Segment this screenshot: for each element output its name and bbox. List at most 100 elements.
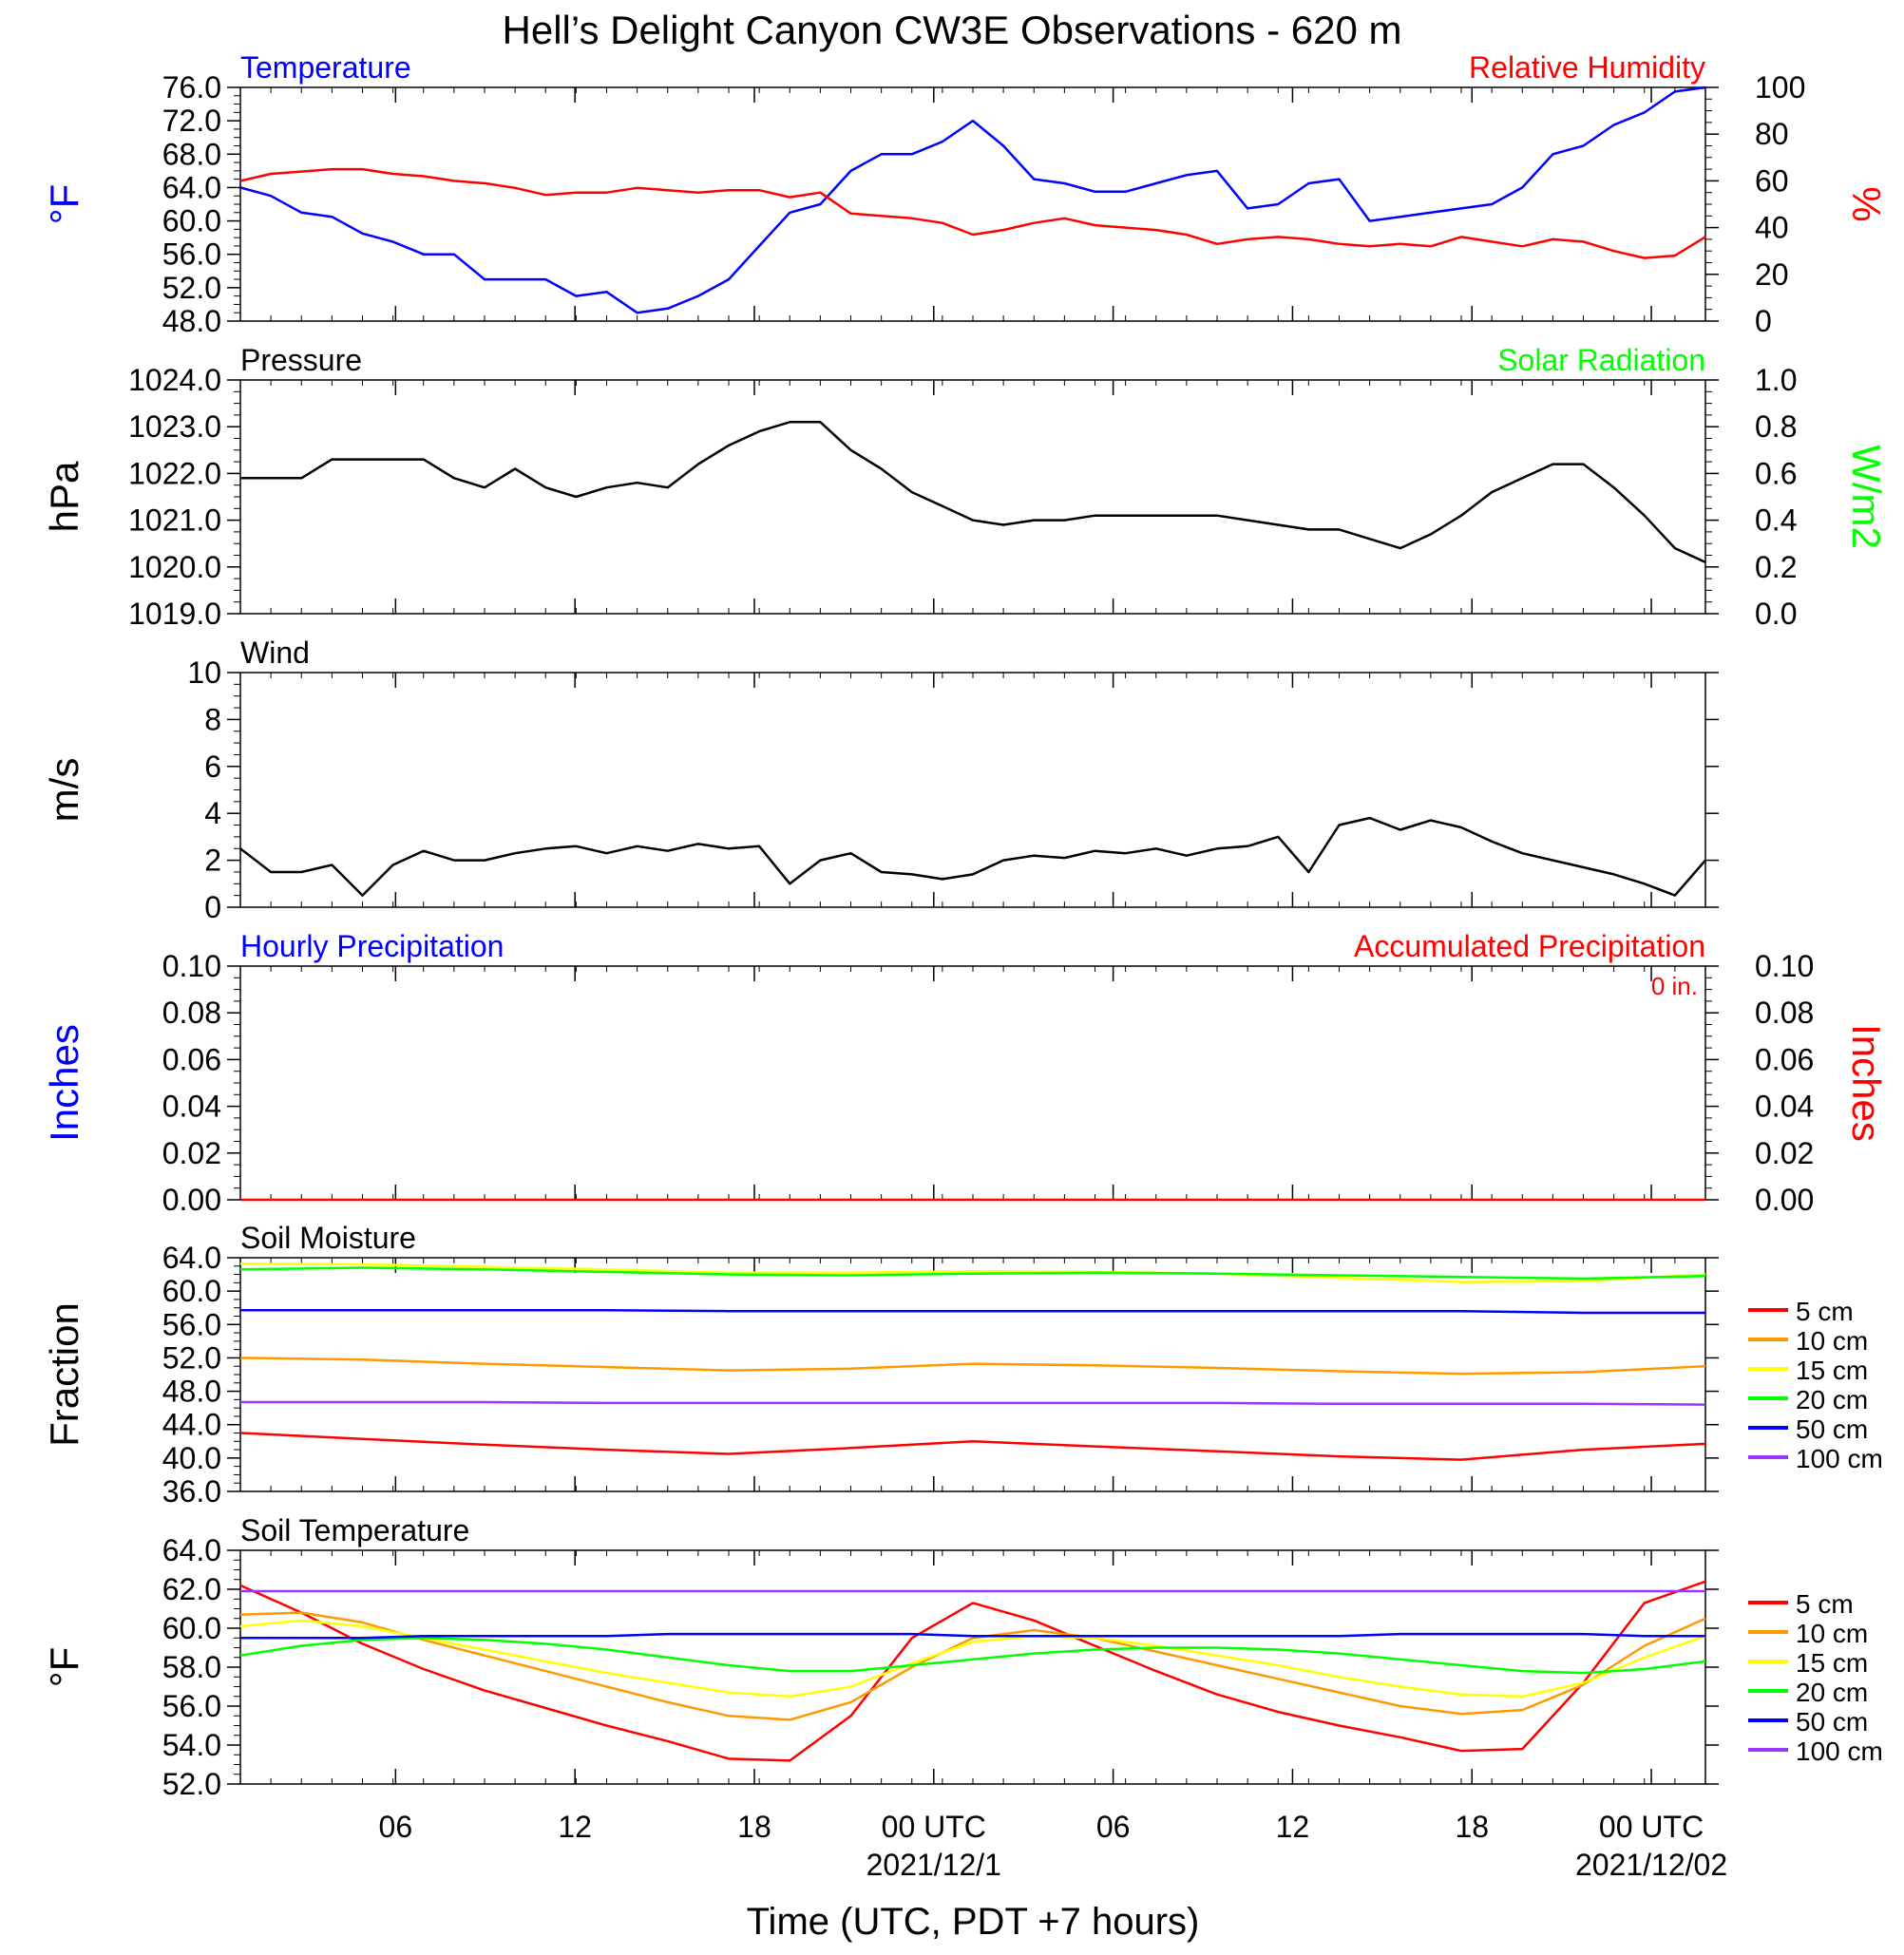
- y-tick-label: 64.0: [162, 1533, 221, 1567]
- y-tick-label: 64.0: [162, 1241, 221, 1275]
- panel-soil-moisture: 64.060.056.052.048.044.040.036.0 Soil Moi…: [42, 1221, 1883, 1509]
- x-date-label: 2021/12/1: [866, 1848, 1001, 1882]
- y-right-tick-label: 0.06: [1755, 1042, 1814, 1076]
- legend-label: 15 cm: [1796, 1356, 1868, 1385]
- y-axis-label-left: hPa: [42, 461, 86, 532]
- y-tick-label: 56.0: [162, 237, 221, 272]
- panel-title-right: Solar Radiation: [1497, 343, 1705, 377]
- panel-title-left: Hourly Precipitation: [240, 929, 504, 963]
- y-tick-label: 2: [204, 844, 221, 878]
- panel-title-left: Soil Moisture: [240, 1221, 416, 1255]
- series-line-5cm: [239, 1432, 1706, 1461]
- y-tick-label: 52.0: [162, 271, 221, 305]
- x-tick-label: 12: [558, 1810, 592, 1844]
- y-tick-label: 6: [204, 750, 221, 784]
- series-line-20cm: [239, 1266, 1706, 1281]
- y-tick-label: 62.0: [162, 1572, 221, 1606]
- x-tick-label: 06: [379, 1810, 413, 1844]
- panel-pressure: 1024.0 1023.0 1022.0 1021.0 1020.0 1019.0 1.0 0…: [42, 343, 1889, 631]
- y-right-tick-label: 0.04: [1755, 1090, 1814, 1124]
- y-right-tick-label: 0.2: [1755, 550, 1797, 584]
- x-tick-label: 18: [737, 1810, 771, 1844]
- y-axis-label-right: %: [1844, 186, 1889, 221]
- series-line-black: [240, 421, 1706, 564]
- figure-title: Hell’s Delight Canyon CW3E Observations …: [503, 8, 1402, 52]
- y-axis-label-left: °F: [42, 1647, 86, 1687]
- panel-title-left: Wind: [240, 636, 310, 670]
- series-line-15cm: [239, 1619, 1706, 1699]
- x-tick-label: 06: [1096, 1810, 1131, 1844]
- panel-hourly-precipitation: 0.10 0.08 0.06 0.04 0.02 0.00 0.10 0.08 0.06 0.04…: [42, 929, 1889, 1217]
- plot-frame: [239, 672, 1706, 908]
- series-line-10cm: [239, 1357, 1706, 1376]
- x-tick-label: 00 UTC: [882, 1810, 986, 1844]
- y-right-tick-label: 0.10: [1755, 949, 1814, 983]
- y-tick-label: 1023.0: [128, 409, 221, 444]
- y-tick-label: 58.0: [162, 1650, 221, 1684]
- y-right-tick-label: 0: [1755, 304, 1772, 338]
- legend-label: 100 cm: [1796, 1444, 1883, 1473]
- legend-label: 10 cm: [1796, 1326, 1868, 1356]
- panel-temperature: 76.072.068.064.060.056.052.048.0 100 80 60 4…: [42, 50, 1889, 338]
- y-tick-label: 0.10: [162, 949, 221, 983]
- y-tick-label: 54.0: [162, 1728, 221, 1762]
- y-right-tick-label: 0.02: [1755, 1136, 1814, 1170]
- y-axis-label-left: Inches: [42, 1024, 86, 1142]
- y-tick-label: 0.00: [162, 1183, 221, 1217]
- y-axis-label-right: W/m2: [1844, 445, 1889, 549]
- y-tick-label: 56.0: [162, 1689, 221, 1723]
- series-line-red: [239, 167, 1706, 259]
- legend-label: 100 cm: [1796, 1737, 1883, 1766]
- series-line-15cm: [239, 1262, 1706, 1283]
- legend-label: 20 cm: [1796, 1678, 1868, 1707]
- accumulated-annotation: 0 in.: [1651, 972, 1698, 1000]
- y-tick-label: 0.08: [162, 996, 221, 1030]
- y-tick-label: 1022.0: [128, 456, 221, 490]
- panel-wind: 10 8 6 4 2 0 Wind m/s: [42, 636, 1719, 924]
- y-right-tick-label: 100: [1755, 70, 1805, 104]
- y-tick-label: 0.04: [162, 1090, 221, 1124]
- y-tick-label: 4: [204, 796, 221, 830]
- series-line-20cm: [239, 1637, 1706, 1675]
- y-axis-label-left: Fraction: [42, 1302, 86, 1447]
- y-right-tick-label: 0.0: [1755, 597, 1797, 631]
- series-line-100cm: [240, 1400, 1706, 1406]
- y-axis-label-left: m/s: [42, 758, 86, 823]
- series-line-10cm: [239, 1611, 1706, 1721]
- y-tick-label: 68.0: [162, 137, 221, 171]
- y-tick-label: 44.0: [162, 1408, 221, 1442]
- plot-frame: [239, 965, 1706, 1201]
- y-right-tick-label: 0.00: [1755, 1183, 1814, 1217]
- y-tick-label: 0: [204, 890, 221, 924]
- panel-title-left: Temperature: [240, 50, 411, 85]
- legend-label: 50 cm: [1796, 1414, 1868, 1444]
- y-right-tick-label: 0.4: [1755, 503, 1797, 538]
- y-tick-label: 48.0: [162, 304, 221, 338]
- series-line-black: [239, 816, 1706, 897]
- panel-soil-temperature: 64.0 62.0 60.0 58.0 56.0 54.0 52.0 Soil Tempera…: [42, 1513, 1883, 1801]
- panel-title-left: Pressure: [240, 343, 362, 377]
- y-right-tick-label: 40: [1755, 211, 1789, 245]
- x-tick-label: 12: [1276, 1810, 1310, 1844]
- x-tick-label: 18: [1455, 1810, 1489, 1844]
- y-tick-label: 64.0: [162, 170, 221, 204]
- y-tick-label: 0.06: [162, 1042, 221, 1076]
- y-tick-label: 36.0: [162, 1474, 221, 1509]
- y-tick-label: 60.0: [162, 1274, 221, 1308]
- y-right-tick-label: 60: [1755, 163, 1789, 198]
- y-tick-label: 48.0: [162, 1375, 221, 1409]
- panel-title-left: Soil Temperature: [240, 1513, 469, 1547]
- x-date-label: 2021/12/02: [1575, 1848, 1727, 1882]
- x-axis-title: Time (UTC, PDT +7 hours): [747, 1901, 1200, 1943]
- y-tick-label: 56.0: [162, 1307, 221, 1341]
- series-line-5cm: [239, 1580, 1706, 1762]
- y-tick-label: 0.02: [162, 1136, 221, 1170]
- y-tick-label: 1021.0: [128, 503, 221, 538]
- legend-label: 10 cm: [1796, 1619, 1868, 1648]
- y-tick-label: 40.0: [162, 1441, 221, 1475]
- y-tick-label: 60.0: [162, 204, 221, 238]
- y-right-tick-label: 0.8: [1755, 409, 1797, 444]
- y-tick-label: 76.0: [162, 70, 221, 104]
- y-tick-label: 1019.0: [128, 597, 221, 631]
